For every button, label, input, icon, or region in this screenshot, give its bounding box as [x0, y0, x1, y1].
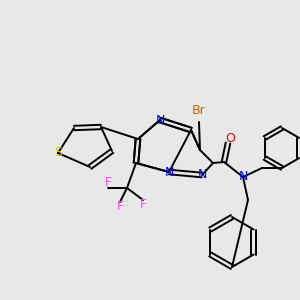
Text: F: F [117, 200, 123, 214]
Text: S: S [54, 146, 62, 160]
Text: O: O [225, 131, 235, 145]
Text: F: F [105, 176, 111, 190]
Text: Br: Br [192, 103, 206, 116]
Text: N: N [197, 169, 207, 182]
Text: N: N [238, 170, 248, 184]
Text: N: N [155, 113, 165, 127]
Text: N: N [164, 166, 174, 178]
Text: F: F [140, 199, 146, 212]
